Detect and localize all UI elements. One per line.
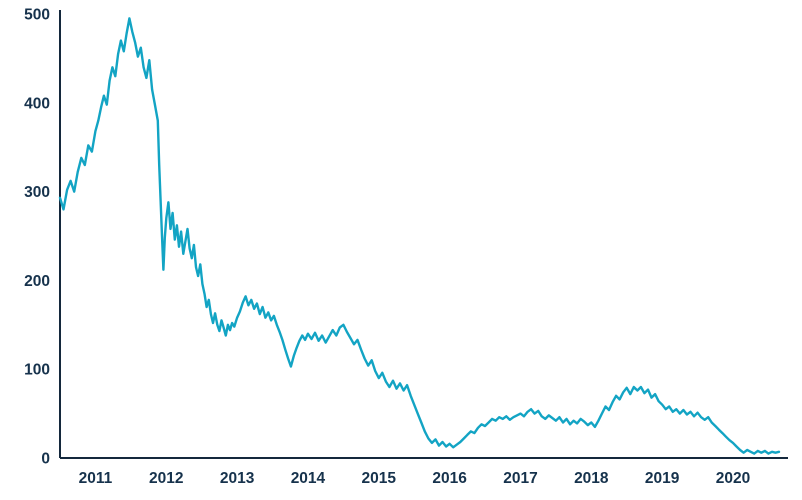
price-line [58, 17, 781, 455]
y-tick-label: 100 [24, 362, 50, 379]
x-tick-label: 2011 [79, 470, 113, 487]
y-tick-label: 500 [24, 7, 50, 24]
x-tick-label: 2014 [291, 470, 326, 487]
x-tick-label: 2013 [220, 470, 255, 487]
x-tick-label: 2017 [503, 470, 537, 487]
y-tick-label: 300 [24, 184, 50, 201]
x-tick-label: 2016 [432, 470, 467, 487]
x-tick-label: 2018 [574, 470, 609, 487]
x-tick-label: 2019 [645, 470, 680, 487]
x-tick-label: 2012 [149, 470, 183, 487]
x-tick-label: 2020 [716, 470, 750, 487]
y-tick-label: 400 [24, 95, 50, 112]
y-tick-label: 200 [24, 273, 50, 290]
y-tick-label: 0 [41, 451, 50, 468]
x-tick-label: 2015 [362, 470, 397, 487]
